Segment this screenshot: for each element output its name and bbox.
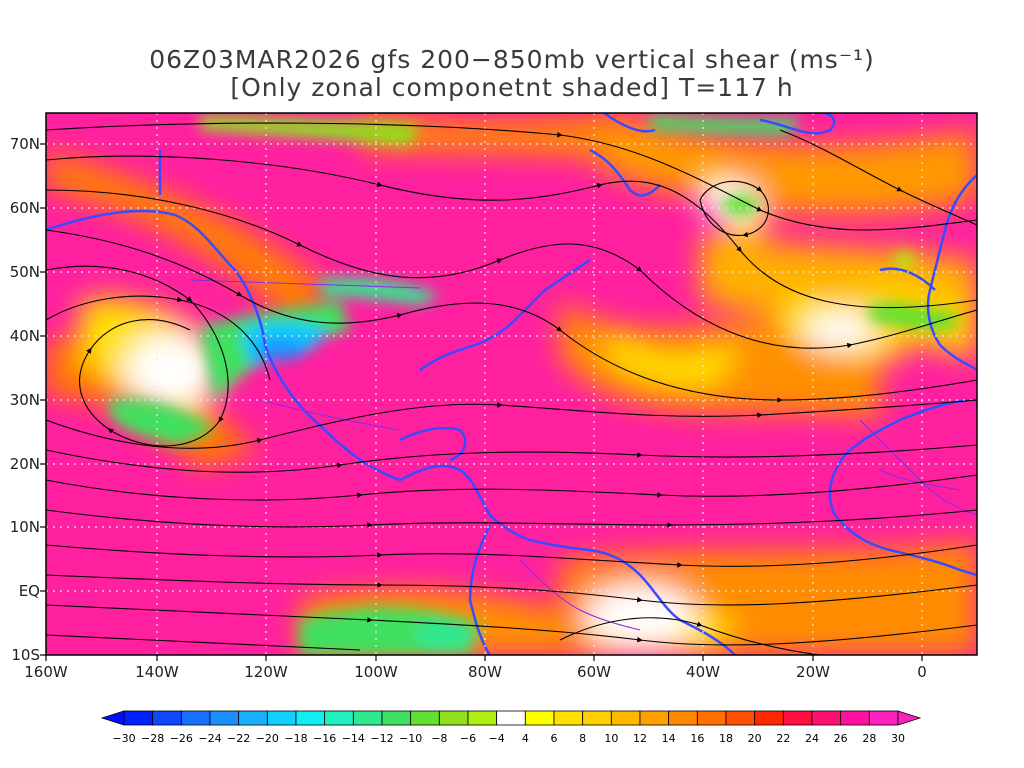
chart-title-line2: [Only zonal componetnt shaded] T=117 h (230, 73, 794, 102)
colorbar-tick-label: −28 (141, 732, 165, 745)
colorbar-swatch (725, 710, 756, 726)
colorbar-tick-label: 24 (805, 732, 819, 745)
colorbar-swatch (324, 710, 354, 726)
lat-label-10s: 10S (11, 646, 40, 664)
colorbar-tick-label: 10 (604, 732, 619, 745)
shaded-field (46, 113, 977, 655)
colorbar-swatch (209, 710, 240, 726)
lon-label-80w: 80W (468, 663, 502, 681)
colorbar-tick-label: −10 (399, 732, 423, 745)
colorbar-tick-label: −26 (169, 732, 193, 745)
lon-label-20w: 20W (796, 663, 830, 681)
lat-label-40n: 40N (9, 327, 40, 345)
colorbar-tick-label: 4 (521, 732, 529, 745)
colorbar-swatch (180, 710, 211, 726)
colorbar-tick-label: −8 (431, 732, 448, 745)
colorbar-swatch (266, 710, 297, 726)
colorbar-tick-label: −6 (459, 732, 477, 745)
colorbar-swatch (696, 710, 727, 726)
colorbar-min-triangle (100, 710, 125, 726)
colorbar-swatch (381, 710, 412, 726)
lat-label-eq: EQ (18, 582, 40, 600)
colorbar (100, 710, 922, 726)
colorbar-swatch (410, 710, 440, 726)
colorbar-swatch (668, 710, 698, 726)
lon-label-140w: 140W (135, 663, 179, 681)
colorbar-tick-label: 20 (747, 732, 762, 745)
chart-title-line1: 06Z03MAR2026 gfs 200−850mb vertical shea… (149, 45, 875, 74)
colorbar-swatch (639, 710, 670, 726)
colorbar-tick-label: −16 (313, 732, 337, 745)
colorbar-tick-label: −4 (488, 732, 505, 745)
colorbar-tick-label: −24 (198, 732, 222, 745)
lon-label-160w: 160W (24, 663, 68, 681)
lon-label-60w: 60W (577, 663, 611, 681)
colorbar-swatch (123, 710, 154, 726)
colorbar-tick-label: 8 (579, 732, 587, 745)
colorbar-tick-label: 6 (550, 732, 558, 745)
lat-label-60n: 60N (9, 199, 40, 217)
colorbar-tick-label: 18 (719, 732, 733, 745)
colorbar-tick-label: 26 (833, 732, 848, 745)
colorbar-swatch (811, 710, 842, 726)
lon-label-120w: 120W (244, 663, 288, 681)
colorbar-swatch (868, 710, 899, 726)
lat-label-10n: 10N (9, 518, 40, 536)
colorbar-swatch (467, 710, 498, 726)
lon-label-100w: 100W (354, 663, 398, 681)
colorbar-swatch (782, 710, 813, 726)
colorbar-tick-label: 16 (690, 732, 705, 745)
colorbar-tick-label: −20 (255, 732, 279, 745)
map-frame (45, 112, 978, 656)
colorbar-swatch (295, 710, 326, 726)
lat-label-70n: 70N (9, 135, 40, 153)
colorbar-tick-label: −14 (341, 732, 365, 745)
lon-label-0: 0 (917, 663, 927, 681)
colorbar-swatch (553, 710, 584, 726)
colorbar-tick-label: 22 (776, 732, 791, 745)
colorbar-swatch (152, 710, 182, 726)
lat-label-50n: 50N (9, 263, 40, 281)
colorbar-swatch (582, 710, 612, 726)
colorbar-swatch (496, 710, 526, 726)
lat-label-20n: 20N (9, 455, 40, 473)
colorbar-swatch (610, 710, 641, 726)
colorbar-tick-label: −12 (370, 732, 394, 745)
colorbar-tick-label: 28 (862, 732, 877, 745)
axis-ticks (40, 143, 923, 661)
colorbar-tick-label: 30 (891, 732, 905, 745)
lat-label-30n: 30N (9, 391, 40, 409)
colorbar-tick-label: 14 (661, 732, 676, 745)
colorbar-max-triangle (897, 710, 922, 726)
colorbar-swatch (238, 710, 268, 726)
colorbar-swatch (754, 710, 784, 726)
colorbar-tick-label: −30 (112, 732, 136, 745)
wind-streamlines (46, 122, 977, 655)
colorbar-tick-label: −18 (284, 732, 308, 745)
colorbar-tick-label: 12 (633, 732, 647, 745)
colorbar-tick-label: −22 (227, 732, 251, 745)
colorbar-swatch (438, 710, 469, 726)
colorbar-swatch (524, 710, 555, 726)
colorbar-swatch (352, 710, 383, 726)
colorbar-swatch (840, 710, 870, 726)
lon-label-40w: 40W (686, 663, 720, 681)
